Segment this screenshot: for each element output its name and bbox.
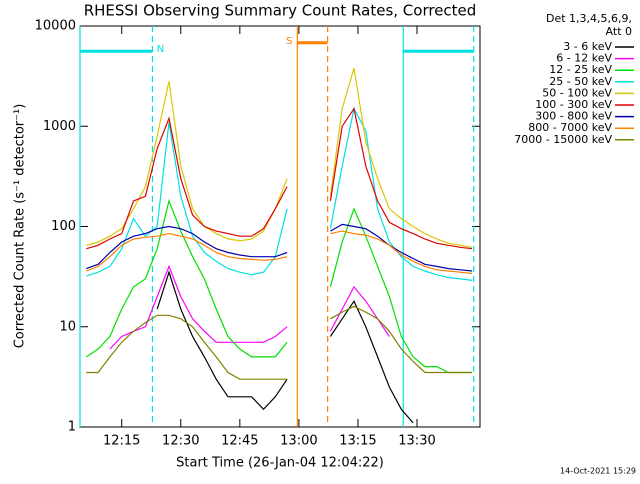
legend-label: 100 - 300 keV xyxy=(535,98,612,111)
legend-header: Det 1,3,4,5,6,9, xyxy=(546,12,632,25)
series-line xyxy=(156,270,414,424)
y-axis-label: Corrected Count Rate (s⁻¹ detector⁻¹) xyxy=(13,104,28,349)
interval-label: N xyxy=(157,44,164,55)
legend-header: Att 0 xyxy=(606,25,632,38)
series-line xyxy=(86,230,473,275)
series-line xyxy=(86,223,473,272)
x-tick-label: 12:45 xyxy=(221,434,258,449)
legend-label: 7000 - 15000 keV xyxy=(514,133,612,146)
x-tick-label: 13:00 xyxy=(280,434,317,449)
chart-title: RHESSI Observing Summary Count Rates, Co… xyxy=(84,2,477,20)
x-tick-label: 12:30 xyxy=(162,434,199,449)
series-line xyxy=(86,67,473,248)
series-line xyxy=(86,305,473,380)
x-tick-label: 13:30 xyxy=(398,434,435,449)
legend-label: 50 - 100 keV xyxy=(542,86,612,99)
legend-label: 12 - 25 keV xyxy=(549,63,612,76)
y-tick-label: 10 xyxy=(59,319,76,334)
x-tick-label: 13:15 xyxy=(339,434,376,449)
y-tick-label: 100 xyxy=(51,219,76,234)
legend-label: 300 - 800 keV xyxy=(535,110,612,123)
interval-label: S xyxy=(286,36,292,47)
legend-label: 25 - 50 keV xyxy=(549,75,612,88)
y-tick-label: 1000 xyxy=(43,119,76,134)
x-axis-label: Start Time (26-Jan-04 12:04:22) xyxy=(176,456,384,471)
y-tick-label: 1 xyxy=(68,420,76,435)
footer: 14-Oct-2021 15:29 xyxy=(560,467,636,476)
series-line xyxy=(86,107,473,250)
x-tick-label: 12:15 xyxy=(103,434,140,449)
y-tick-label: 10000 xyxy=(35,19,76,34)
legend-label: 800 - 7000 keV xyxy=(528,121,612,134)
legend-label: 6 - 12 keV xyxy=(556,52,612,65)
legend-label: 3 - 6 keV xyxy=(563,40,612,53)
